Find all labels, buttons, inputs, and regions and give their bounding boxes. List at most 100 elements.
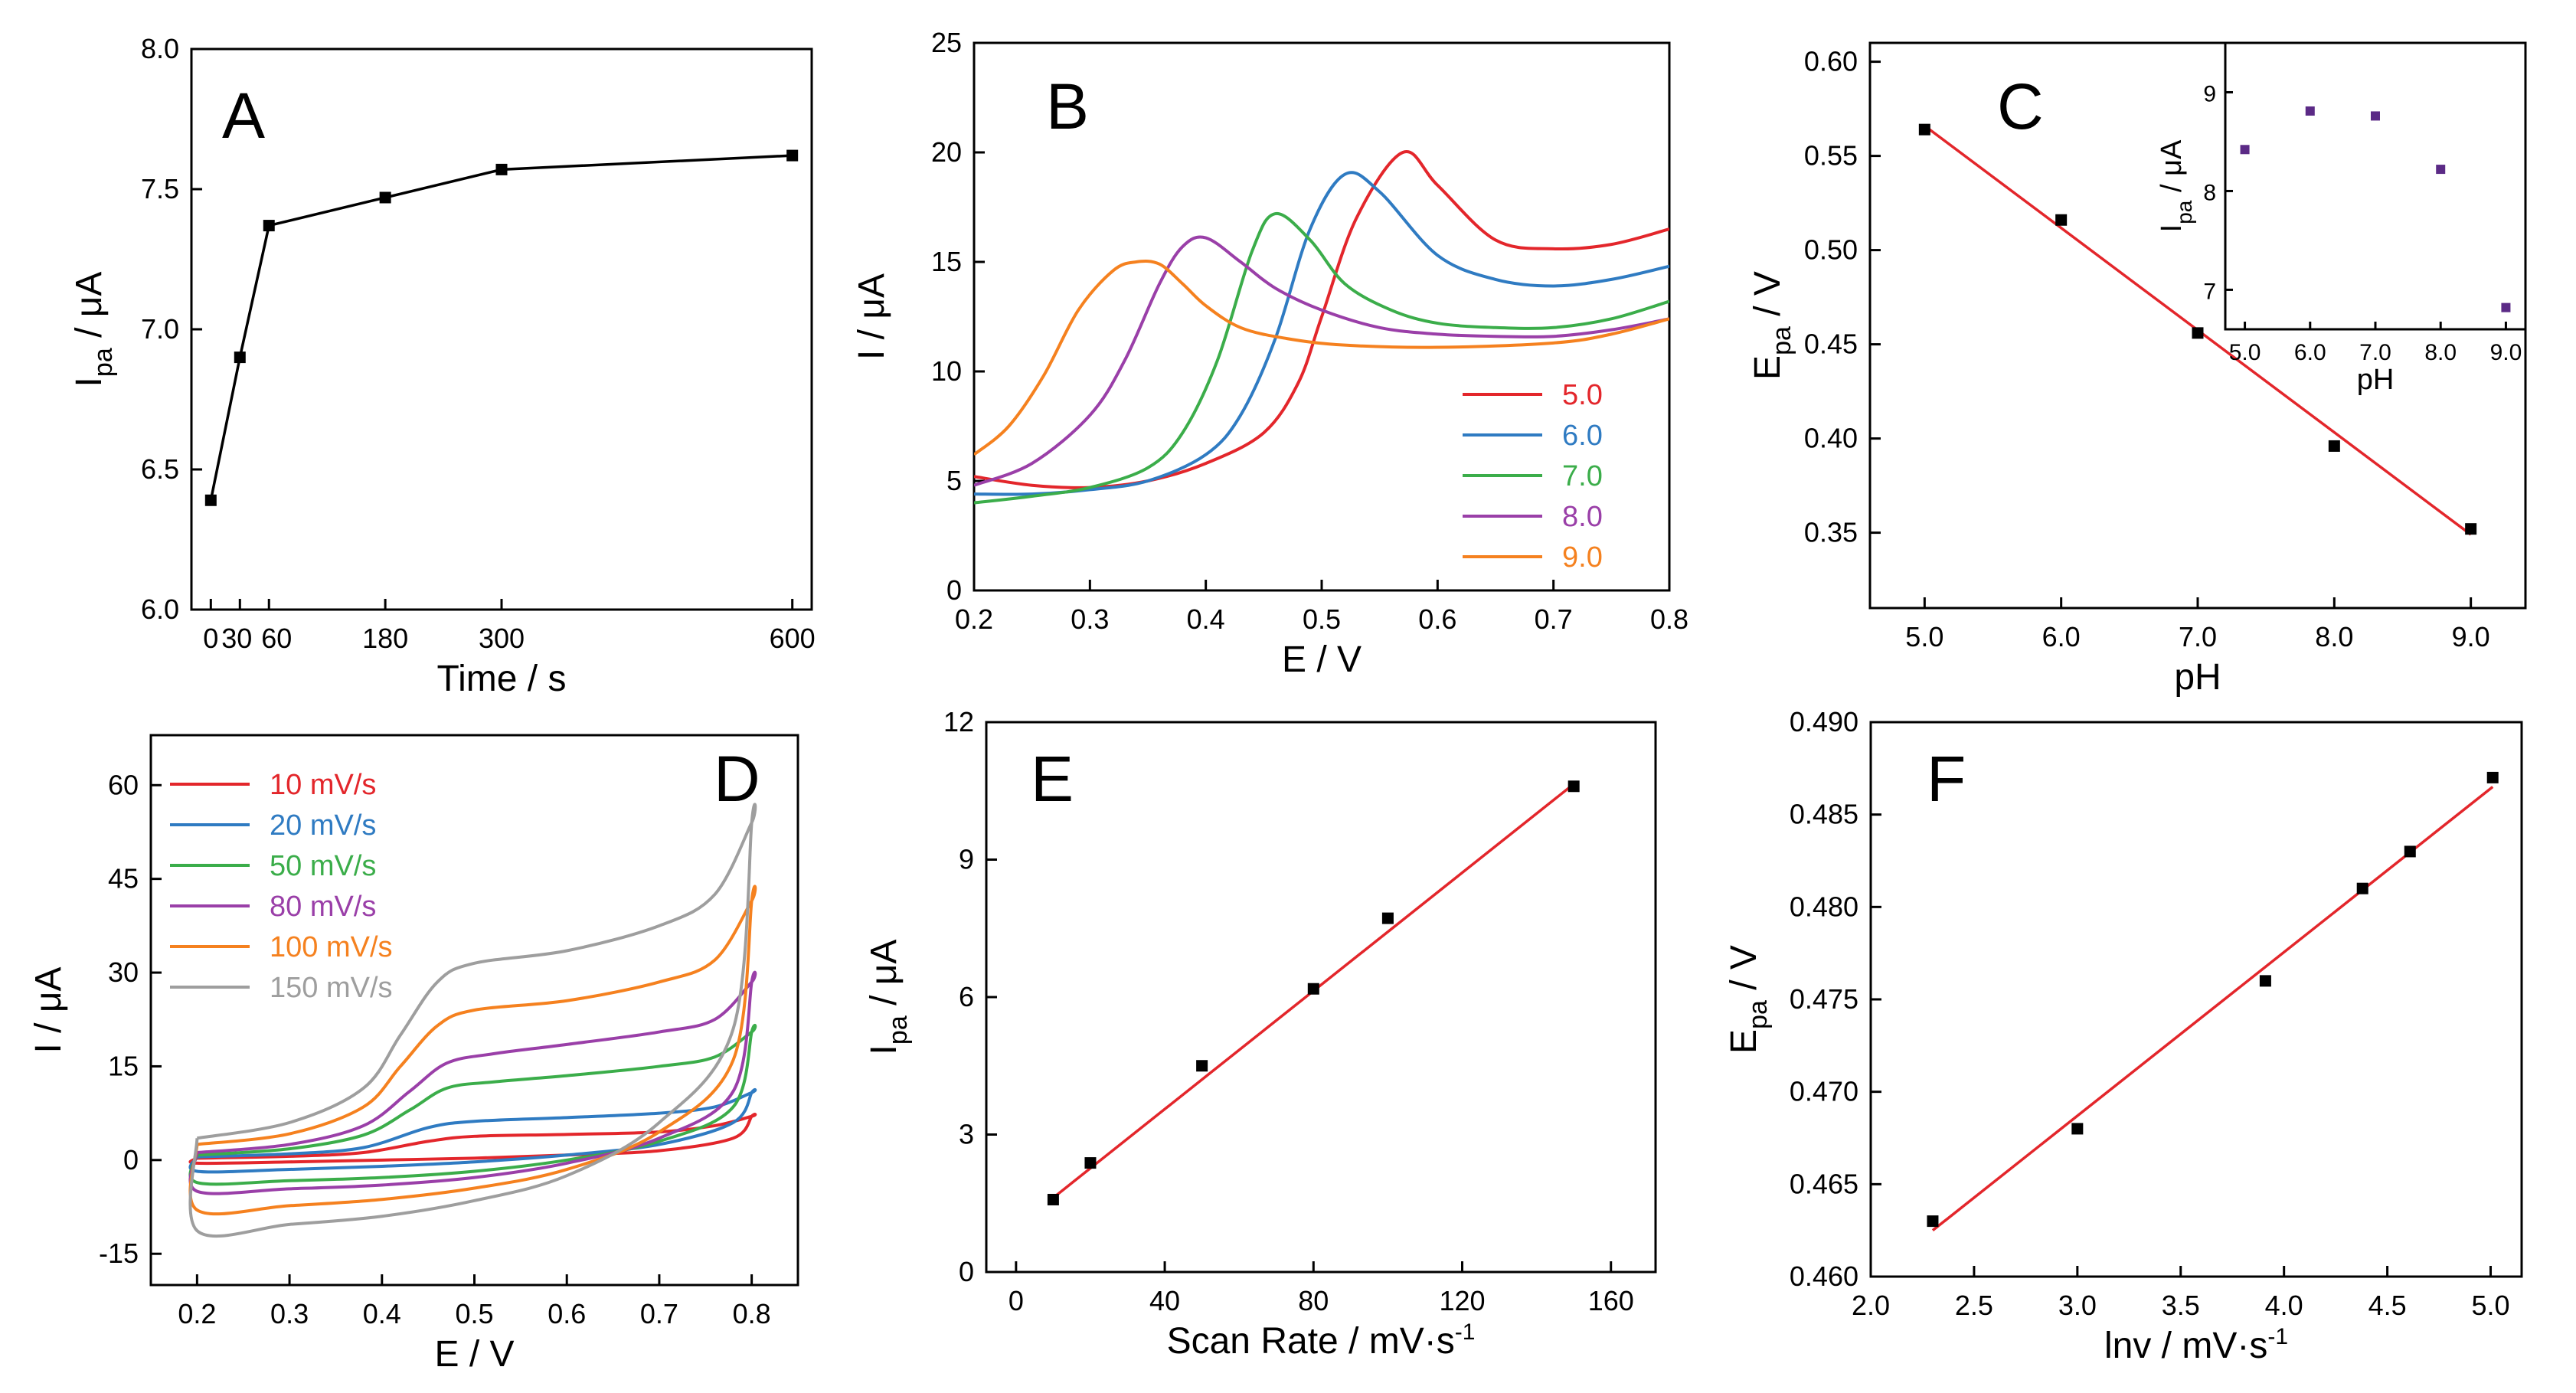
x-tick-label: 3.0 [2058,1290,2097,1321]
y-axis-label-sub: pa [884,1015,913,1045]
x-tick-label: 60 [261,623,292,654]
legend-label: 9.0 [1562,541,1603,574]
x-tick-label: 0 [1008,1285,1024,1316]
x-tick-label: 9.0 [2452,621,2490,652]
y-axis-label: Ipa / μA [2156,139,2196,232]
y-tick-label: 0.490 [1790,706,1858,737]
y-tick-label: 10 [931,355,962,387]
legend-label: 8.0 [1562,501,1603,533]
y-tick-label: 45 [108,863,139,894]
y-tick-label: 8 [2203,180,2216,205]
y-axis-label-unit: / μA [2156,139,2188,201]
data-point [2404,845,2416,858]
data-point [786,149,799,162]
x-tick-label: 0.6 [1418,603,1456,635]
x-tick-label: 4.0 [2265,1290,2303,1321]
x-tick-label: 7.0 [2359,340,2391,365]
y-axis-label-unit: / μA [852,273,892,350]
legend: 10 mV/s 20 mV/s 50 mV/s 80 mV/s 100 mV/s 150 … [170,769,393,1004]
x-tick-label: 30 [221,623,252,654]
y-tick-label: 20 [931,136,962,168]
x-tick-label: 0 [203,623,218,654]
x-tick-label: 6.0 [2294,340,2326,365]
x-tick-label: 40 [1149,1285,1180,1316]
data-point [263,220,275,232]
y-axis-label-main: E [1724,1029,1764,1054]
y-axis-label-main: E [1747,355,1788,380]
x-tick-label: 5.0 [2229,340,2261,365]
panel-A: 0 30 60 180 300 600 6.0 6.5 7.0 7.5 8.0 Time / s Ipa… [69,33,816,699]
series-line-150-mV-s [188,803,757,1238]
x-axis-ticks: 2.0 2.5 3.0 3.5 4.0 4.5 5.0 [1852,1266,2510,1321]
y-axis-ticks: 0 5 10 15 20 25 [931,27,985,606]
x-axis-label-sup: -1 [2267,1324,2288,1349]
data-point [2305,106,2315,116]
data-layer [1047,780,1580,1205]
x-tick-label: 0.4 [1187,603,1225,635]
legend-label: 50 mV/s [270,850,376,882]
x-tick-label: 4.5 [2368,1290,2407,1321]
x-axis-label: pH [2357,364,2395,396]
x-tick-label: 0.7 [640,1298,678,1329]
legend-label: 150 mV/s [270,972,393,1004]
x-tick-label: 0.5 [1303,603,1341,635]
y-tick-label: 9 [2203,81,2216,106]
series-line-10-mV-s [188,1113,757,1166]
x-tick-label: 0.3 [1071,603,1109,635]
legend-label: 80 mV/s [270,891,376,923]
series-line-20-mV-s [188,1088,757,1174]
x-axis-ticks: 5.0 6.0 7.0 8.0 9.0 [2229,322,2522,365]
y-axis-ticks: 0 3 6 9 12 [943,706,997,1287]
legend-label: 20 mV/s [270,809,376,842]
y-tick-label: 30 [108,956,139,988]
y-axis-label-unit: / μA [28,966,69,1043]
series-line-8-0 [974,235,1669,487]
plot-frame [2224,41,2527,331]
y-axis-label-unit: / V [1724,945,1764,1000]
y-axis-label-main: I [852,350,892,360]
data-point [1084,1157,1097,1169]
y-axis-ticks: -15 0 15 30 45 60 [99,769,162,1269]
x-tick-label: 0.8 [1650,603,1688,635]
x-tick-label: 5.0 [1905,621,1943,652]
x-tick-label: 0.4 [363,1298,401,1329]
data-layer [204,149,799,506]
series-line [209,154,793,501]
x-tick-label: 0.3 [270,1298,309,1329]
x-tick-label: 80 [1298,1285,1329,1316]
panel-letter: B [1046,70,1089,142]
data-point [2486,771,2499,783]
x-axis-label: E / V [434,1334,514,1375]
y-tick-label: 0.485 [1790,799,1858,830]
y-tick-label: 15 [931,246,962,277]
x-tick-label: 0.2 [178,1298,216,1329]
y-tick-label: 0 [946,574,962,606]
data-point [1381,912,1394,924]
panel-F: 2.0 2.5 3.0 3.5 4.0 4.5 5.0 0.460 0.465 0.470 0.47… [1724,706,2523,1366]
y-tick-label: 0.35 [1804,517,1858,548]
y-axis-label: I / μA [28,966,69,1053]
y-tick-label: 25 [931,27,962,58]
x-tick-label: 160 [1588,1285,1634,1316]
series-line-80-mV-s [188,970,757,1195]
y-tick-label: 6 [959,981,974,1012]
data-point [1196,1060,1208,1072]
y-axis-label-sub: pa [1767,326,1796,355]
x-tick-label: 8.0 [2315,621,2353,652]
y-tick-label: 9 [959,844,974,875]
y-tick-label: -15 [99,1238,139,1269]
x-tick-label: 600 [770,623,816,654]
y-tick-label: 0.475 [1790,983,1858,1015]
inset-chart: 5.0 6.0 7.0 8.0 9.0 7 8 9 pH Ipa / μA [2156,41,2527,396]
data-layer [1927,771,2499,1232]
panel-D: 0.2 0.3 0.4 0.5 0.6 0.7 0.8 -15 0 15 30 45 60 E / V I … [28,734,799,1375]
y-tick-label: 60 [108,769,139,800]
data-layer [1918,123,2477,536]
x-tick-label: 180 [362,623,408,654]
panel-B: 0.2 0.3 0.4 0.5 0.6 0.7 0.8 0 5 10 15 20 25 E / V I / … [852,27,1688,680]
x-tick-label: 9.0 [2490,340,2522,365]
y-tick-label: 8.0 [141,33,179,64]
y-axis-label-unit: / μA [864,940,904,1016]
x-tick-label: 7.0 [2179,621,2217,652]
